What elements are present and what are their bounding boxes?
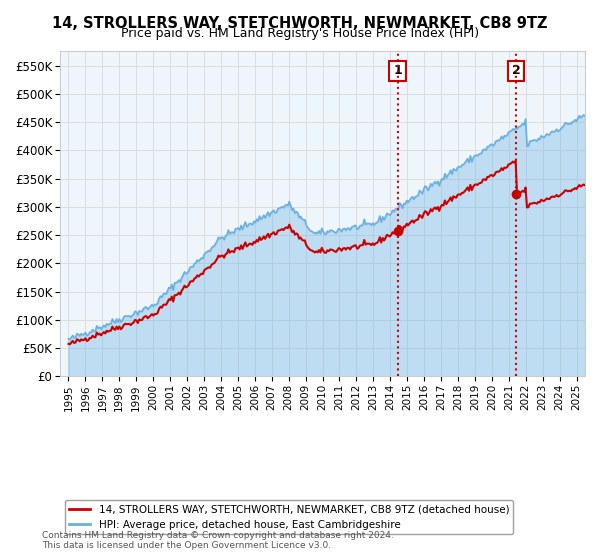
Legend: 14, STROLLERS WAY, STETCHWORTH, NEWMARKET, CB8 9TZ (detached house), HPI: Averag: 14, STROLLERS WAY, STETCHWORTH, NEWMARKE…: [65, 500, 514, 534]
Text: Contains HM Land Registry data © Crown copyright and database right 2024.
This d: Contains HM Land Registry data © Crown c…: [42, 530, 394, 550]
Text: 14, STROLLERS WAY, STETCHWORTH, NEWMARKET, CB8 9TZ: 14, STROLLERS WAY, STETCHWORTH, NEWMARKE…: [52, 16, 548, 31]
Text: Price paid vs. HM Land Registry's House Price Index (HPI): Price paid vs. HM Land Registry's House …: [121, 27, 479, 40]
Text: 2: 2: [512, 64, 521, 77]
Text: 1: 1: [393, 64, 402, 77]
